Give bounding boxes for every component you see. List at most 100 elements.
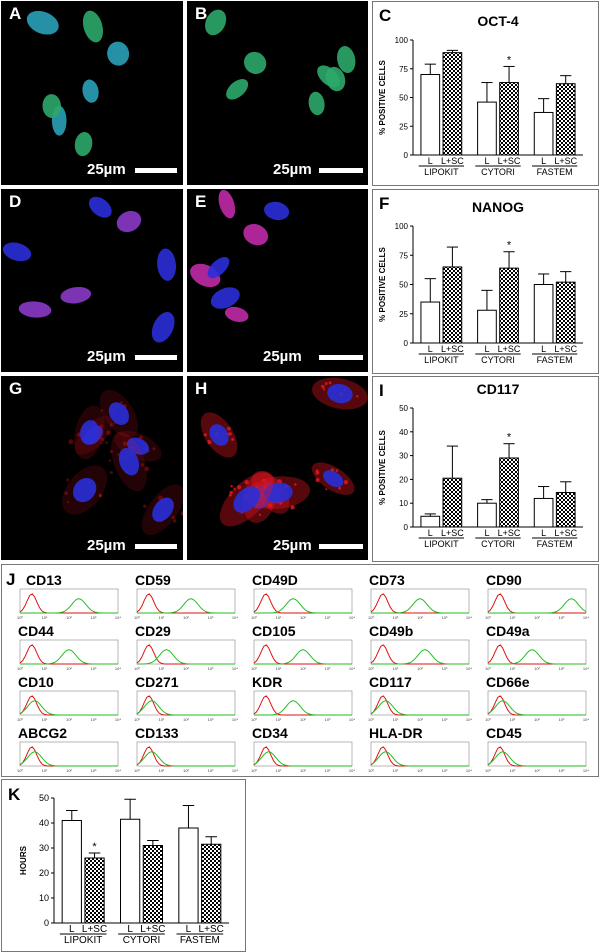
histogram-tick-label: 10⁰ [251,717,257,722]
bar [120,818,141,924]
cell-nucleus [72,477,97,503]
scale-text-a: 25µm [87,161,126,178]
cell-nucleus [74,132,93,157]
histogram-tick-label: 10³ [208,615,214,620]
flow-panel-j: CD13 10⁰ 10¹ 10² 10³ 10⁴ CD59 10⁰ 10¹ 10² 10³ 10⁴ CD… [1,564,599,777]
group-label: CYTORI [481,167,515,177]
bar-label: L+SC [498,344,521,354]
bar [420,74,441,156]
bar-label: L [484,528,489,538]
histogram-tick-label: 10⁰ [251,666,257,671]
histogram-marker-curve [370,700,469,716]
stain-dot [172,519,177,523]
stain-dot [258,513,262,516]
histogram-frame [253,639,353,665]
histogram-tick-label: 10³ [442,768,448,773]
histogram-tick-label: 10¹ [276,717,282,722]
stain-dot [324,382,328,386]
micro-panel-a: A 25µm [1,1,183,185]
histogram-marker-curve [19,751,118,767]
marker-label: CD49D [252,572,298,588]
histogram-frame [136,690,236,716]
marker-label: CD105 [252,623,296,639]
y-tick-label: 50 [39,793,49,803]
bar-label: L+SC [441,156,464,166]
histogram-tick-label: 10² [183,768,189,773]
micro-panel-b: B 25µm [187,1,368,185]
cell-nucleus [233,486,260,513]
histogram-tick-label: 10⁴ [232,666,238,671]
histogram-tick-label: 10² [183,717,189,722]
cell-nucleus [60,286,92,304]
histogram-tick-label: 10³ [442,666,448,671]
cell-nucleus [209,424,229,446]
histogram-tick-label: 10⁰ [134,717,140,722]
cell-nucleus [226,79,249,100]
stain-dot [228,493,232,497]
histogram-tick-label: 10⁴ [349,717,355,722]
bar-label: L [541,344,546,354]
bar [477,502,497,528]
histogram-tick-label: 10⁰ [368,615,374,620]
y-tick-label: 10 [39,893,49,903]
stain-dot [66,478,70,482]
histogram-tick-label: 10⁴ [115,666,121,671]
panel-label-d: D [9,192,22,211]
histogram-tick-label: 10¹ [510,666,516,671]
histogram-tick-label: 10¹ [42,666,48,671]
histogram-tick-label: 10⁴ [583,717,589,722]
bar-label: L+SC [82,924,107,935]
histogram-tick-label: 10² [534,666,540,671]
histogram-tick-label: 10² [417,666,423,671]
histogram-tick-label: 10⁰ [134,768,140,773]
group-label: FASTEM [537,355,573,365]
cell-nucleus [107,41,130,66]
group-label: CYTORI [481,355,515,365]
cell-nucleus [152,497,174,522]
histogram-tick-label: 10⁰ [17,666,23,671]
panel-label-j: J [6,570,16,589]
histogram-tick-label: 10⁴ [583,768,589,773]
bar [499,457,519,528]
histogram-frame [370,639,470,665]
bar-label: L+SC [498,156,521,166]
histogram-tick-label: 10⁴ [583,666,589,671]
histogram-tick-label: 10³ [325,717,331,722]
group-label: LIPOKIT [64,935,102,946]
chart-panel-c: OCT-4% POSITIVE CELLS 0 25 50 75 100 L L+SC LIPO… [372,1,599,186]
cell-nucleus [308,91,325,116]
histogram-tick-label: 10² [417,768,423,773]
histogram-tick-label: 10¹ [159,615,165,620]
cell-nucleus [243,51,267,74]
stain-dot [356,395,359,398]
stain-dot [120,401,123,404]
bar [499,82,519,156]
bar-label: L+SC [554,528,577,538]
histogram-tick-label: 10¹ [393,717,399,722]
cell-nucleus [116,210,142,233]
chart-panel-k: HOURS 0 10 20 30 40 50 L L+SC * LIPOKIT L L+SC CYTORI… [1,779,246,952]
significance-mark: * [507,432,512,444]
bar-label: L [127,924,133,935]
histogram-tick-label: 10⁰ [368,666,374,671]
histogram-tick-label: 10⁰ [485,666,491,671]
bar [555,83,576,156]
group-label: LIPOKIT [424,167,459,177]
histogram-tick-label: 10⁴ [232,615,238,620]
marker-label: KDR [252,674,282,690]
group-label: FASTEM [537,167,573,177]
cell-nucleus [80,420,99,445]
histogram-frame [487,741,587,767]
histogram-marker-curve [488,649,586,665]
panel-label-b: B [195,4,208,23]
histogram-tick-label: 10² [66,717,72,722]
bar [477,309,497,344]
cell-nucleus [207,256,230,279]
bar-label: L+SC [199,924,224,935]
bar-label: L [541,156,546,166]
histogram-tick-label: 10⁴ [466,717,472,722]
histogram-tick-label: 10⁰ [17,768,23,773]
stain-dot [143,504,147,508]
histogram-tick-label: 10⁴ [115,615,121,620]
